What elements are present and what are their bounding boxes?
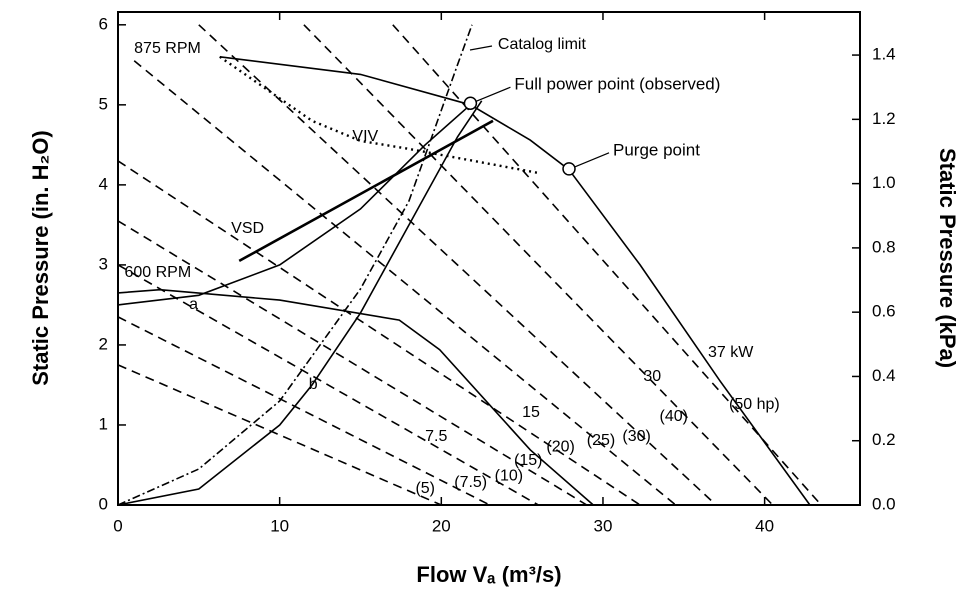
annotation: Catalog limit: [498, 36, 587, 53]
x-tick-label: 0: [113, 516, 122, 535]
leader-line: [469, 45, 493, 51]
y2-tick-label: 0.0: [872, 494, 896, 513]
leader-line: [476, 86, 511, 102]
y2-tick-label: 0.4: [872, 366, 896, 385]
annotation: VIV: [352, 128, 378, 145]
annotation: a: [189, 296, 198, 313]
leader-line: [574, 152, 610, 168]
y-axis-title: Static Pressure (in. H₂O): [28, 130, 53, 386]
curve: [117, 264, 539, 506]
y2-tick-label: 1.4: [872, 45, 896, 64]
annotation: (15): [514, 452, 542, 469]
y-tick-label: 2: [99, 334, 108, 353]
annotation: (20): [546, 439, 574, 456]
y-tick-label: 1: [99, 414, 108, 433]
y2-tick-label: 0.6: [872, 302, 896, 321]
annotation: 875 RPM: [134, 40, 201, 57]
y2-axis-title: Static Pressure (kPa): [935, 148, 960, 368]
annotation: 30: [643, 368, 661, 385]
point-marker: [562, 162, 576, 176]
annotation: b: [309, 376, 318, 393]
annotation: 7.5: [425, 428, 447, 445]
annotation: (7.5): [454, 474, 487, 491]
curve: [303, 24, 774, 506]
x-tick-label: 10: [270, 516, 289, 535]
y-tick-label: 4: [99, 174, 108, 193]
point-marker: [463, 96, 478, 110]
curve: [198, 24, 717, 506]
annotation: (30): [622, 428, 650, 445]
curve: [238, 119, 494, 263]
annotation: (5): [415, 480, 435, 497]
plot-frame: [117, 11, 861, 506]
curve: [219, 56, 811, 506]
x-tick-label: 20: [432, 516, 451, 535]
curve: [133, 60, 677, 506]
y-tick-label: 0: [99, 494, 108, 513]
y-tick-label: 3: [99, 254, 108, 273]
annotation: VSD: [231, 220, 264, 237]
y2-tick-label: 1.0: [872, 173, 896, 192]
annotation: 600 RPM: [124, 264, 191, 281]
annotation: (10): [495, 467, 523, 484]
curve: [117, 24, 473, 506]
annotation: 15: [522, 404, 540, 421]
curve: [117, 100, 483, 506]
annotation: (40): [660, 408, 688, 425]
point-label: Full power point (observed): [514, 75, 720, 94]
annotation: 37 kW: [708, 344, 754, 361]
y2-tick-label: 0.2: [872, 430, 896, 449]
x-tick-label: 40: [755, 516, 774, 535]
y2-tick-label: 1.2: [872, 109, 896, 128]
x-axis-title: Flow Vₐ (m³/s): [416, 562, 561, 587]
curve: [219, 55, 539, 175]
curve: [117, 104, 471, 306]
curve: [117, 316, 491, 506]
annotation: (25): [587, 432, 615, 449]
annotation: (50 hp): [729, 396, 780, 413]
y2-tick-label: 0.8: [872, 237, 896, 256]
x-tick-label: 30: [594, 516, 613, 535]
y-tick-label: 5: [99, 94, 108, 113]
curve: [117, 220, 588, 506]
curve: [117, 364, 442, 506]
y-tick-label: 6: [99, 14, 108, 33]
point-label: Purge point: [613, 140, 700, 159]
